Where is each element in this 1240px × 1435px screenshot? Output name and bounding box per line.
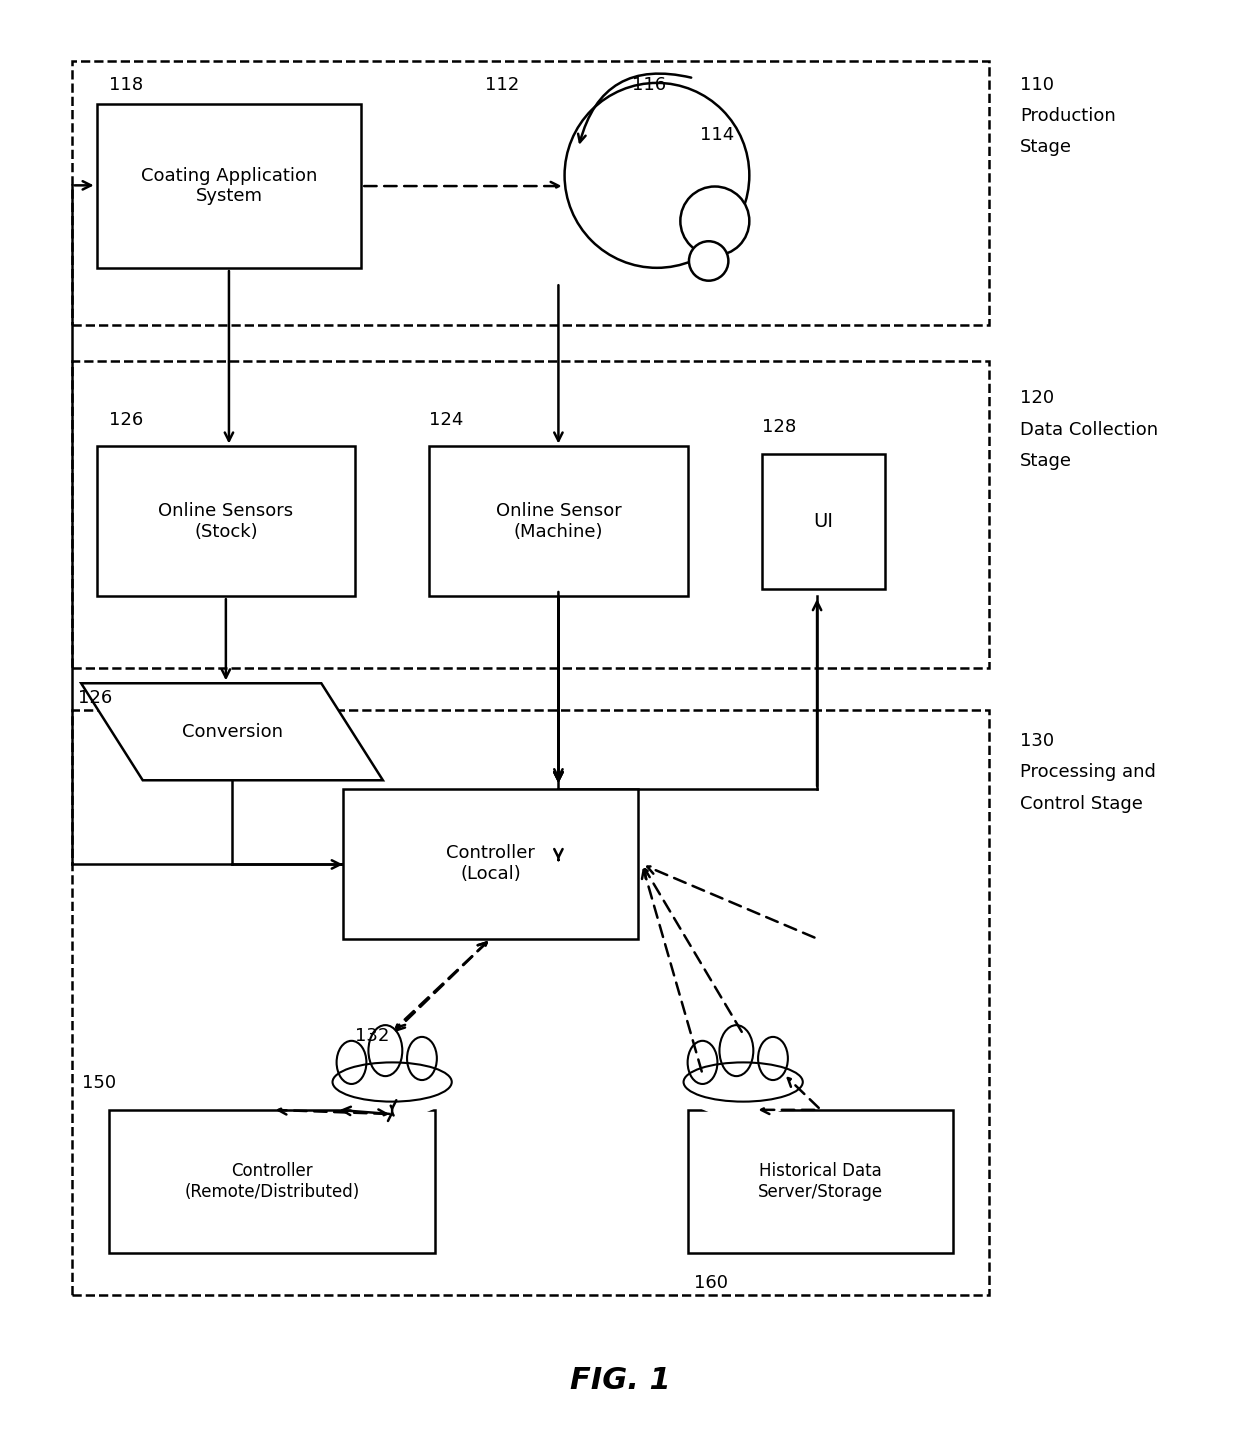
Text: 160: 160 xyxy=(694,1274,728,1292)
Ellipse shape xyxy=(336,1040,366,1083)
Text: Online Sensor
(Machine): Online Sensor (Machine) xyxy=(496,502,621,541)
Text: Processing and: Processing and xyxy=(1021,763,1156,781)
FancyBboxPatch shape xyxy=(429,446,688,596)
Ellipse shape xyxy=(332,1062,451,1102)
Ellipse shape xyxy=(758,1038,787,1081)
Text: 128: 128 xyxy=(761,418,796,436)
Text: Conversion: Conversion xyxy=(181,723,283,740)
Text: 112: 112 xyxy=(485,76,518,93)
Ellipse shape xyxy=(676,1030,811,1118)
FancyBboxPatch shape xyxy=(97,103,361,268)
Ellipse shape xyxy=(719,1025,754,1076)
Text: Stage: Stage xyxy=(1021,138,1073,156)
Text: Historical Data
Server/Storage: Historical Data Server/Storage xyxy=(758,1162,883,1201)
FancyBboxPatch shape xyxy=(343,789,639,938)
Text: 116: 116 xyxy=(632,76,666,93)
FancyBboxPatch shape xyxy=(688,1109,952,1253)
Text: 132: 132 xyxy=(355,1027,389,1045)
FancyBboxPatch shape xyxy=(761,453,885,590)
Ellipse shape xyxy=(688,1040,718,1083)
Text: 126: 126 xyxy=(109,410,143,429)
Ellipse shape xyxy=(564,83,749,268)
Text: 110: 110 xyxy=(1021,76,1054,93)
Text: FIG. 1: FIG. 1 xyxy=(569,1366,671,1395)
Text: Control Stage: Control Stage xyxy=(1021,795,1143,812)
Text: Controller
(Local): Controller (Local) xyxy=(446,844,536,883)
Text: 130: 130 xyxy=(1021,732,1054,749)
Text: Data Collection: Data Collection xyxy=(1021,420,1158,439)
Text: Controller
(Remote/Distributed): Controller (Remote/Distributed) xyxy=(185,1162,360,1201)
Ellipse shape xyxy=(368,1025,402,1076)
Text: UI: UI xyxy=(813,512,833,531)
Text: 114: 114 xyxy=(701,126,734,144)
Text: Online Sensors
(Stock): Online Sensors (Stock) xyxy=(159,502,294,541)
Ellipse shape xyxy=(325,1030,460,1118)
Text: 124: 124 xyxy=(429,410,464,429)
FancyBboxPatch shape xyxy=(97,446,355,596)
Text: 150: 150 xyxy=(82,1075,115,1092)
Text: Stage: Stage xyxy=(1021,452,1073,471)
Text: 120: 120 xyxy=(1021,389,1054,408)
Polygon shape xyxy=(81,683,383,781)
Text: 118: 118 xyxy=(109,76,143,93)
Text: 126: 126 xyxy=(78,689,113,707)
Text: Coating Application
System: Coating Application System xyxy=(141,166,317,205)
Ellipse shape xyxy=(407,1038,436,1081)
Ellipse shape xyxy=(689,241,728,281)
Ellipse shape xyxy=(681,187,749,255)
Ellipse shape xyxy=(683,1062,802,1102)
Text: Production: Production xyxy=(1021,106,1116,125)
FancyBboxPatch shape xyxy=(109,1109,435,1253)
